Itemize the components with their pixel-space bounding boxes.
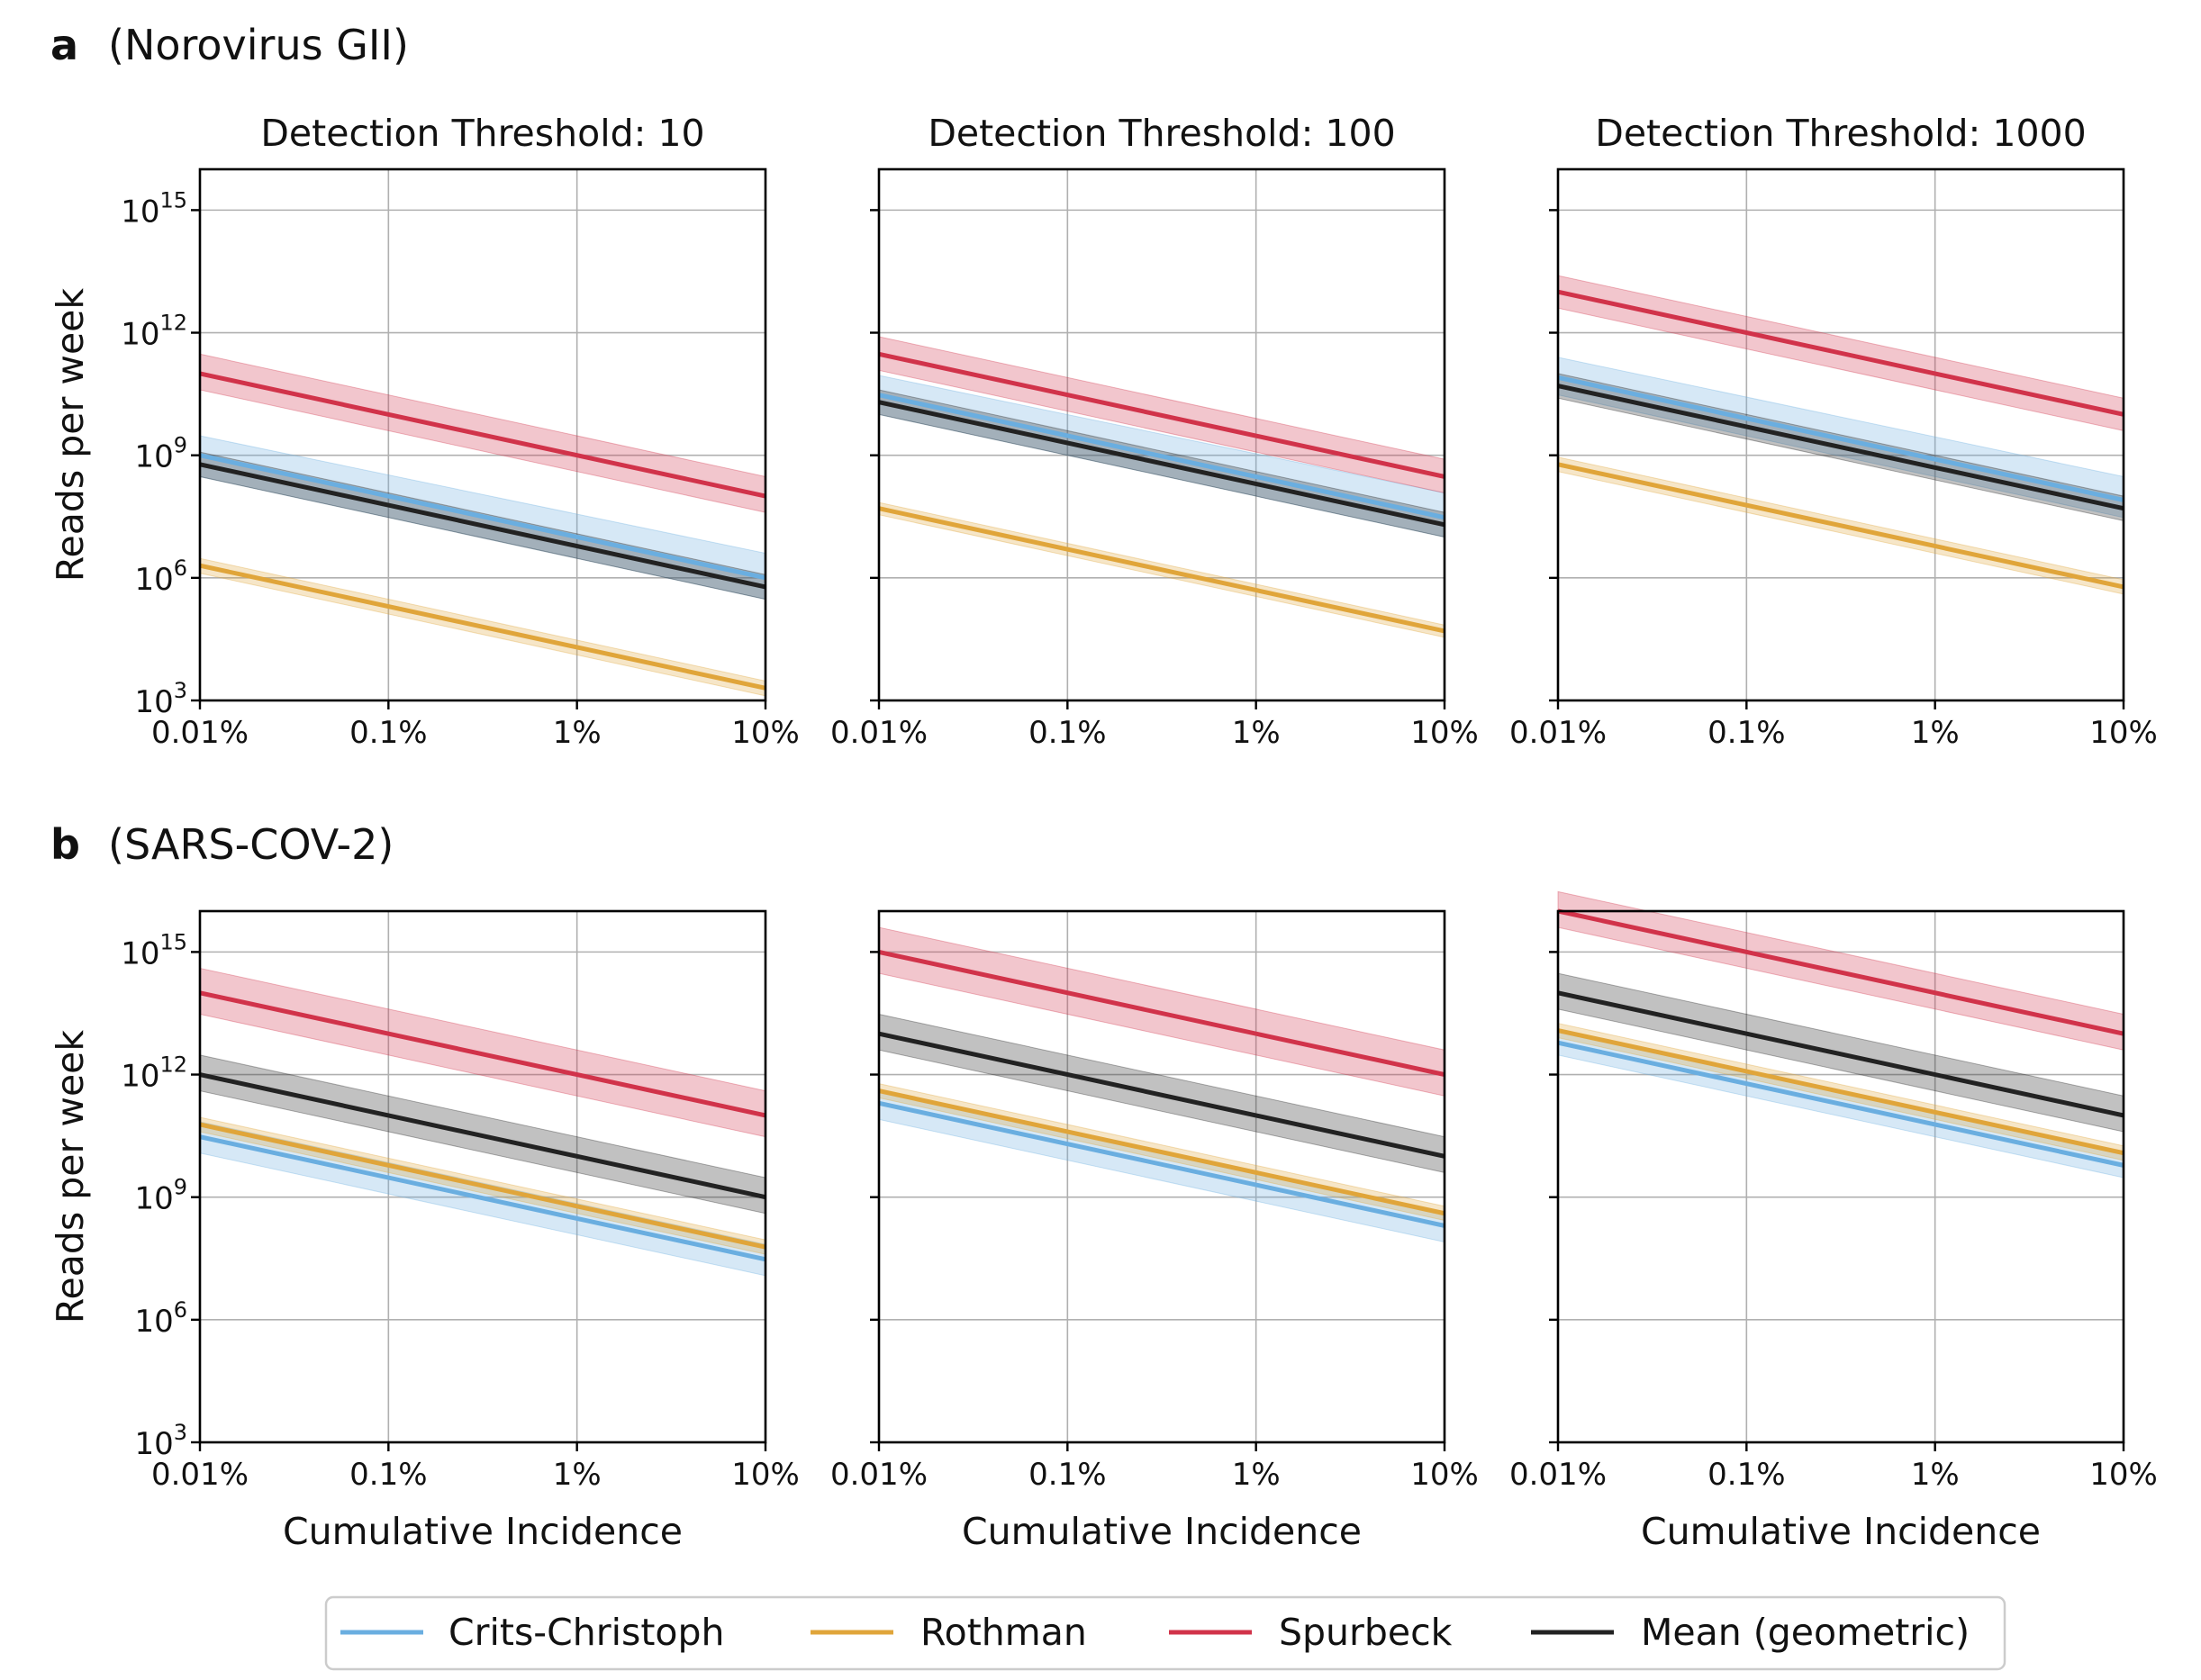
legend: Crits-Christoph Rothman Spurbeck Mean (g… <box>324 1595 2006 1671</box>
panel-a-title: (Norovirus GII) <box>108 21 409 69</box>
x-tick-label: 10% <box>1410 715 1479 751</box>
plot-frame <box>198 167 767 702</box>
y-axis-label: Reads per week <box>49 1030 92 1324</box>
subplot-title: Detection Threshold: 10 <box>260 112 704 155</box>
legend-frame <box>324 1595 2006 1671</box>
series-line-spurbeck <box>1557 289 2124 417</box>
series-line-crits-christoph <box>1557 1040 2124 1168</box>
x-tick-label: 0.01% <box>830 1457 928 1493</box>
series-line-crits-christoph <box>199 1134 766 1262</box>
subplot-title: Detection Threshold: 1000 <box>1595 112 2086 155</box>
series-line-mean-geometric <box>878 400 1445 528</box>
x-tick-label: 0.1% <box>1028 1457 1106 1493</box>
series-line-spurbeck <box>878 351 1445 479</box>
x-tick-label: 1% <box>553 1457 602 1493</box>
subplot-b-2: 0.01% 0.1% 1% 10% Cumulative Incidence <box>830 909 1479 1553</box>
y-axis-label: Reads per week <box>49 288 92 583</box>
y-tick-label: 109 <box>134 1175 187 1217</box>
series-line-spurbeck <box>1557 908 2124 1036</box>
x-tick-label: 0.1% <box>1707 715 1785 751</box>
plot-frame <box>198 909 767 1444</box>
y-tick-label: 1015 <box>121 187 187 230</box>
legend-label-mean-geometric: Mean (geometric) <box>1641 1611 1970 1654</box>
series-line-crits-christoph <box>878 1100 1445 1228</box>
subplot-b-1: 0.01% 0.1% 1% 10% 103 106 109 1012 1015 Cumulativ… <box>49 909 800 1553</box>
x-tick-label: 1% <box>1232 715 1281 751</box>
x-tick-label: 0.1% <box>1707 1457 1785 1493</box>
y-tick-label: 106 <box>134 555 187 598</box>
plot-frame <box>1556 167 2125 702</box>
subplot-title: Detection Threshold: 100 <box>928 112 1395 155</box>
series-line-mean-geometric <box>199 462 766 590</box>
series-line-crits-christoph <box>878 393 1445 520</box>
x-tick-label: 10% <box>2089 1457 2158 1493</box>
series-line-spurbeck <box>878 949 1445 1077</box>
x-tick-label: 0.01% <box>151 1457 249 1493</box>
series-line-mean-geometric <box>1557 384 2124 511</box>
plot-frame <box>877 167 1446 702</box>
series-line-spurbeck <box>199 371 766 499</box>
plot-frame <box>1556 909 2125 1444</box>
x-tick-label: 0.01% <box>830 715 928 751</box>
legend-label-crits-christoph: Crits-Christoph <box>448 1611 725 1654</box>
y-tick-label: 106 <box>134 1297 187 1340</box>
series-line-rothman <box>878 506 1445 634</box>
x-tick-label: 0.1% <box>349 1457 427 1493</box>
x-tick-label: 0.1% <box>349 715 427 751</box>
x-tick-label: 1% <box>1232 1457 1281 1493</box>
y-tick-label: 1012 <box>121 311 187 353</box>
series-line-spurbeck <box>199 990 766 1118</box>
subplot-a-3: 0.01% 0.1% 1% 10% Detection Threshold: 1000 <box>1509 112 2158 751</box>
plot-frame <box>877 909 1446 1444</box>
x-tick-label: 1% <box>553 715 602 751</box>
x-tick-label: 0.1% <box>1028 715 1106 751</box>
x-axis-label: Cumulative Incidence <box>1641 1510 2041 1553</box>
panel-a-letter: a <box>50 21 78 69</box>
x-tick-label: 10% <box>731 1457 800 1493</box>
x-tick-label: 10% <box>731 715 800 751</box>
series-line-mean-geometric <box>199 1072 766 1200</box>
y-tick-label: 1015 <box>121 929 187 971</box>
series-line-rothman <box>199 1122 766 1250</box>
series-line-crits-christoph <box>1557 375 2124 502</box>
x-axis-label: Cumulative Incidence <box>962 1510 1362 1553</box>
legend-label-rothman: Rothman <box>920 1611 1087 1654</box>
subplot-a-2: 0.01% 0.1% 1% 10% Detection Threshold: 100 <box>830 112 1479 751</box>
x-tick-label: 0.01% <box>1509 1457 1607 1493</box>
series-line-rothman <box>1557 1028 2124 1156</box>
x-tick-label: 1% <box>1911 1457 1960 1493</box>
y-tick-label: 103 <box>134 678 187 720</box>
series-line-crits-christoph <box>199 453 766 581</box>
x-tick-label: 1% <box>1911 715 1960 751</box>
x-axis-label: Cumulative Incidence <box>283 1510 683 1553</box>
subplot-b-3: 0.01% 0.1% 1% 10% Cumulative Incidence <box>1509 890 2158 1553</box>
x-tick-label: 0.01% <box>151 715 249 751</box>
series-line-rothman <box>1557 462 2124 590</box>
series-line-mean-geometric <box>878 1031 1445 1159</box>
series-line-rothman <box>199 563 766 691</box>
x-tick-label: 0.01% <box>1509 715 1607 751</box>
y-tick-label: 1012 <box>121 1052 187 1095</box>
series-line-mean-geometric <box>1557 990 2124 1118</box>
panel-b-letter: b <box>50 820 80 869</box>
y-tick-label: 103 <box>134 1420 187 1462</box>
y-tick-label: 109 <box>134 433 187 475</box>
legend-label-spurbeck: Spurbeck <box>1279 1611 1453 1654</box>
series-line-rothman <box>878 1088 1445 1216</box>
x-tick-label: 10% <box>1410 1457 1479 1493</box>
panel-b-title: (SARS-COV-2) <box>108 820 394 869</box>
subplot-a-1: 0.01% 0.1% 1% 10% 103 106 109 1012 1015 Detection… <box>49 112 800 751</box>
x-tick-label: 10% <box>2089 715 2158 751</box>
subplots: 0.01% 0.1% 1% 10% 103 106 109 1012 1015 Detection… <box>49 112 2158 1553</box>
